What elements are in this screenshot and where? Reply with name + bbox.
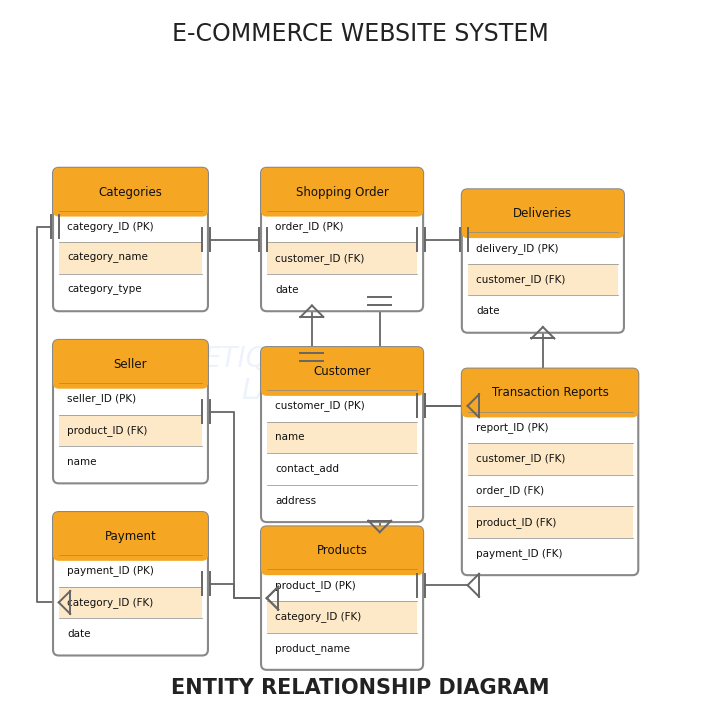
Text: product_ID (FK): product_ID (FK): [68, 425, 148, 436]
Bar: [59, 362, 202, 383]
Bar: [59, 190, 202, 211]
Text: name: name: [68, 457, 97, 467]
Text: category_type: category_type: [68, 284, 142, 295]
Bar: [59, 211, 202, 243]
Text: category_ID (FK): category_ID (FK): [275, 611, 361, 622]
Bar: [59, 415, 202, 446]
Bar: [467, 212, 618, 233]
FancyBboxPatch shape: [53, 340, 208, 389]
Text: product_ID (FK): product_ID (FK): [476, 517, 557, 528]
Text: Shopping Order: Shopping Order: [296, 186, 389, 199]
Bar: [267, 274, 418, 305]
Bar: [267, 485, 418, 516]
Bar: [467, 412, 633, 444]
FancyBboxPatch shape: [462, 369, 639, 418]
FancyBboxPatch shape: [462, 369, 639, 575]
FancyBboxPatch shape: [261, 347, 423, 396]
Text: customer_ID (FK): customer_ID (FK): [476, 454, 566, 464]
FancyBboxPatch shape: [53, 340, 208, 483]
Bar: [267, 570, 418, 601]
Text: order_ID (PK): order_ID (PK): [275, 221, 344, 232]
Bar: [267, 453, 418, 485]
Text: date: date: [68, 629, 91, 639]
Text: category_ID (PK): category_ID (PK): [68, 221, 154, 232]
FancyBboxPatch shape: [53, 512, 208, 655]
Text: category_name: category_name: [68, 253, 148, 264]
Text: date: date: [275, 284, 299, 294]
Bar: [467, 474, 633, 506]
Text: Categories: Categories: [99, 186, 163, 199]
Bar: [467, 538, 633, 570]
Text: payment_ID (PK): payment_ID (PK): [68, 565, 154, 576]
Text: contact_add: contact_add: [275, 464, 339, 474]
FancyBboxPatch shape: [261, 347, 423, 522]
Text: report_ID (PK): report_ID (PK): [476, 422, 549, 433]
Bar: [59, 618, 202, 649]
Bar: [267, 211, 418, 243]
Bar: [59, 383, 202, 415]
Bar: [467, 233, 618, 264]
Bar: [59, 446, 202, 477]
Text: date: date: [476, 306, 500, 316]
Text: name: name: [275, 433, 305, 443]
Text: customer_ID (FK): customer_ID (FK): [275, 253, 365, 264]
Text: Seller: Seller: [114, 358, 148, 371]
Bar: [59, 243, 202, 274]
Text: order_ID (FK): order_ID (FK): [476, 485, 544, 496]
Text: product_name: product_name: [275, 643, 351, 654]
Bar: [267, 601, 418, 633]
Bar: [467, 506, 633, 538]
Text: Deliveries: Deliveries: [513, 207, 572, 220]
Text: Transaction Reports: Transaction Reports: [492, 387, 608, 400]
FancyBboxPatch shape: [462, 189, 624, 333]
Bar: [467, 295, 618, 327]
Text: Customer: Customer: [313, 365, 371, 378]
Bar: [467, 264, 618, 295]
Text: payment_ID (FK): payment_ID (FK): [476, 548, 563, 559]
Bar: [267, 243, 418, 274]
Bar: [267, 633, 418, 664]
Text: customer_ID (FK): customer_ID (FK): [476, 274, 566, 285]
Text: customer_ID (PK): customer_ID (PK): [275, 400, 365, 411]
Text: seller_ID (PK): seller_ID (PK): [68, 393, 137, 404]
Bar: [267, 369, 418, 390]
Text: Products: Products: [317, 544, 367, 557]
Text: delivery_ID (PK): delivery_ID (PK): [476, 243, 559, 253]
FancyBboxPatch shape: [261, 168, 423, 311]
FancyBboxPatch shape: [53, 168, 208, 217]
Bar: [59, 555, 202, 587]
FancyBboxPatch shape: [462, 189, 624, 238]
FancyBboxPatch shape: [261, 168, 423, 217]
Bar: [59, 534, 202, 555]
Bar: [467, 391, 633, 412]
Text: product_ID (PK): product_ID (PK): [275, 580, 356, 590]
Text: category_ID (FK): category_ID (FK): [68, 597, 153, 608]
FancyBboxPatch shape: [261, 526, 423, 670]
Bar: [267, 390, 418, 422]
Text: E-COMMERCE WEBSITE SYSTEM: E-COMMERCE WEBSITE SYSTEM: [171, 22, 549, 45]
FancyBboxPatch shape: [261, 526, 423, 575]
FancyBboxPatch shape: [53, 512, 208, 561]
Bar: [467, 444, 633, 474]
Bar: [59, 587, 202, 618]
FancyBboxPatch shape: [53, 168, 208, 311]
Bar: [267, 422, 418, 453]
Bar: [59, 274, 202, 305]
Text: Payment: Payment: [104, 530, 156, 543]
Bar: [267, 190, 418, 211]
Text: address: address: [275, 495, 317, 505]
Text: ETIQUETADOR
LABELER: ETIQUETADOR LABELER: [204, 344, 402, 405]
Text: ENTITY RELATIONSHIP DIAGRAM: ENTITY RELATIONSHIP DIAGRAM: [171, 678, 549, 698]
Bar: [267, 549, 418, 570]
